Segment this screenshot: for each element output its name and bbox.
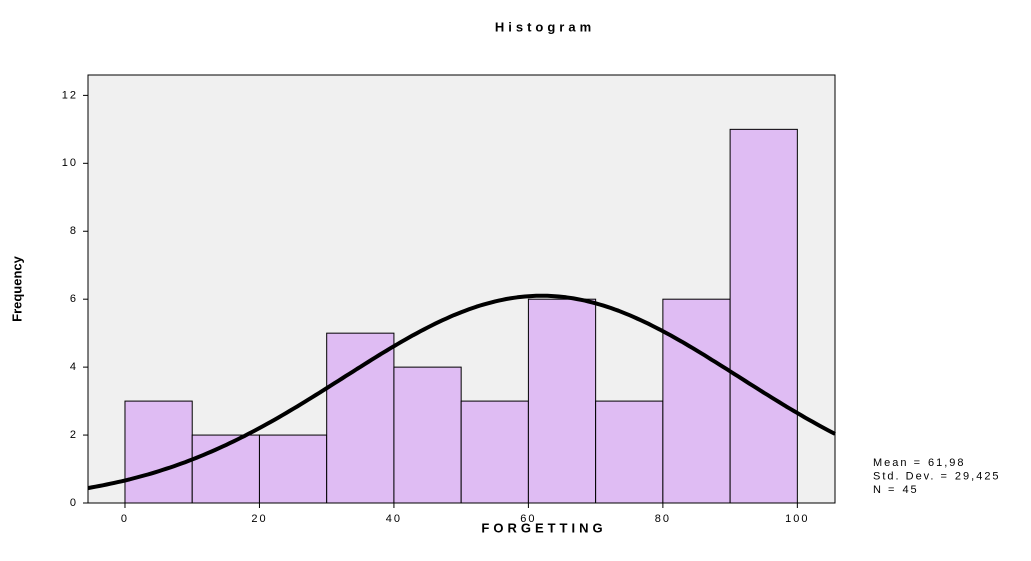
normal-curve — [87, 293, 836, 491]
y-tick-label: 2 — [70, 429, 78, 441]
bar — [393, 366, 462, 504]
bar — [527, 298, 597, 504]
stat-value: 45 — [902, 484, 918, 496]
bar — [662, 298, 731, 504]
y-tick-label: 8 — [70, 225, 78, 237]
stat-name: Mean = — [873, 457, 922, 469]
stat-name: Std. Dev. = — [873, 470, 949, 482]
bar — [124, 400, 193, 504]
stat-value: 61,98 — [928, 457, 966, 469]
x-tick-label: 60 — [520, 513, 536, 525]
y-tick-label: 0 — [70, 497, 78, 509]
bar — [191, 434, 260, 504]
stat-name: N = — [873, 484, 896, 496]
x-tick-label: 80 — [655, 513, 671, 525]
x-tick-label: 40 — [386, 513, 402, 525]
y-tick-label: 4 — [70, 361, 78, 373]
stat-value: 29,425 — [955, 470, 1001, 482]
y-tick-label: 10 — [62, 157, 78, 169]
chart-title: Histogram — [495, 19, 595, 34]
x-tick-label: 20 — [251, 513, 267, 525]
stat-text: Std. Dev. = 29,425 — [873, 470, 1001, 482]
x-tick-label: 100 — [785, 513, 809, 525]
y-tick-label: 6 — [70, 293, 78, 305]
bar — [326, 332, 395, 504]
y-tick-label: 12 — [62, 89, 78, 101]
bar — [258, 434, 328, 504]
x-axis-label: FORGETTING — [481, 520, 606, 535]
x-tick-label: 0 — [121, 513, 129, 525]
y-axis-label: Frequency — [9, 255, 24, 322]
stat-text: Mean = 61,98 — [873, 457, 966, 469]
bar — [595, 400, 664, 504]
bar — [729, 128, 798, 504]
stat-text: N = 45 — [873, 484, 919, 496]
bar — [460, 400, 529, 504]
